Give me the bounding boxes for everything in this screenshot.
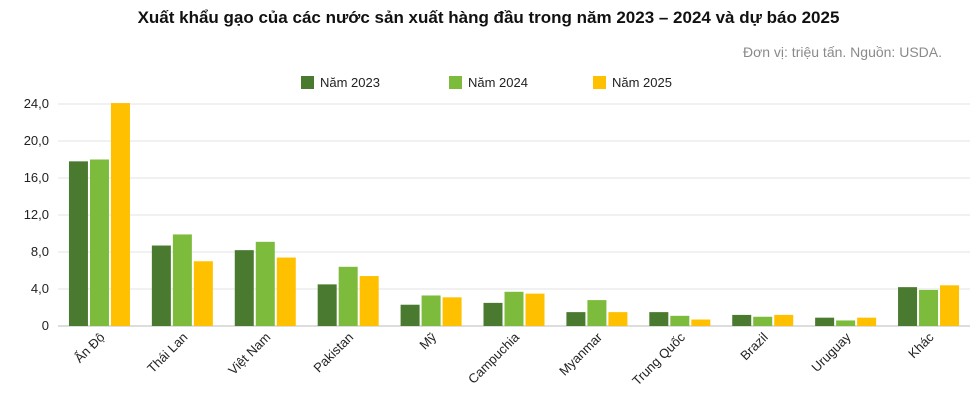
x-tick-label: Mỹ [416,329,439,352]
bar [919,289,939,326]
bar [68,161,88,326]
x-tick-label: Campuchia [465,329,523,387]
bar [110,103,130,326]
x-tick-label: Việt Nam [225,330,273,378]
chart-subtitle: Đơn vị: triệu tấn. Nguồn: USDA. [742,44,942,60]
y-tick-label: 24,0 [24,96,49,111]
bar [608,312,628,326]
legend-label: Năm 2025 [612,75,672,90]
bar [732,314,752,326]
x-tick-label: Thái Lan [144,330,190,376]
chart-title: Xuất khẩu gạo của các nước sản xuất hàng… [137,8,840,27]
y-tick-label: 8,0 [31,244,49,259]
bar [670,315,690,326]
x-axis: Ấn Độ Thái Lan Việt Nam Pakistan Mỹ Campuchia… [71,329,937,388]
bar [400,304,420,326]
bar [255,241,275,326]
y-tick-label: 20,0 [24,133,49,148]
bar [753,316,773,326]
x-tick-label: Brazil [737,329,771,363]
x-tick-label: Ấn Độ [71,330,107,366]
y-tick-label: 0 [42,318,49,333]
bar [836,320,856,326]
legend-item: Năm 2024 [449,75,528,90]
legend-item: Năm 2025 [593,75,672,90]
legend-label: Năm 2023 [320,75,380,90]
y-tick-label: 16,0 [24,170,49,185]
bar [151,245,171,326]
bar [774,314,794,326]
x-tick-label: Pakistan [310,330,356,376]
bar [276,257,296,326]
bar [898,287,918,326]
legend-item: Năm 2023 [301,75,380,90]
x-tick-label: Khác [905,329,937,361]
bar [338,266,358,326]
bar [587,300,607,326]
bar [504,291,524,326]
x-tick-label: Myanmar [556,329,605,378]
bar [359,276,379,326]
legend-swatch [301,76,314,89]
legend: Năm 2023 Năm 2024 Năm 2025 [301,75,672,90]
bar [940,285,960,326]
y-tick-label: 4,0 [31,281,49,296]
bar [815,317,835,326]
bar [442,297,462,326]
bar [691,319,711,326]
bar [421,295,441,326]
bar [566,312,586,326]
x-tick-label: Trung Quốc [629,329,688,388]
bar [857,317,877,326]
bar [525,293,545,326]
legend-label: Năm 2024 [468,75,528,90]
bar [193,261,213,326]
bar [317,284,337,326]
bar [172,234,192,326]
y-tick-label: 12,0 [24,207,49,222]
x-tick-label: Uruguay [808,329,854,375]
bar [649,312,669,326]
bar [483,302,503,326]
y-axis: 0 4,0 8,0 12,0 16,0 20,0 24,0 [24,96,49,333]
bars [68,103,960,326]
legend-swatch [593,76,606,89]
bar [89,159,109,326]
bar [234,250,254,326]
legend-swatch [449,76,462,89]
